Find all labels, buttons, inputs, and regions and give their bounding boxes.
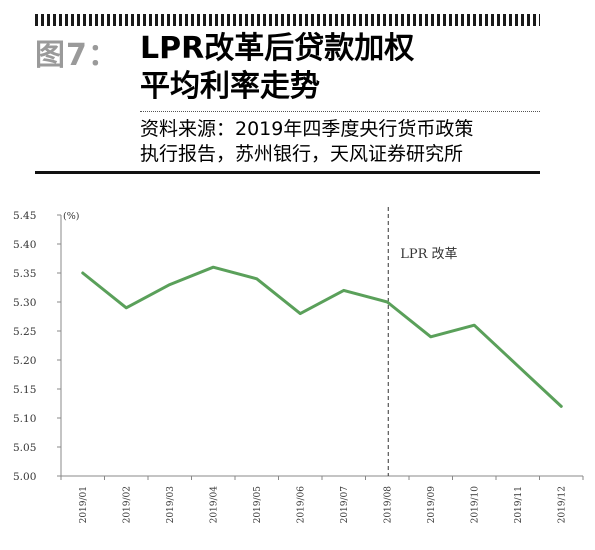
- lpr-reform-annotation: LPR 改革: [400, 247, 457, 262]
- header-bottom-rule: [35, 171, 540, 174]
- y-unit-label: (%): [63, 211, 79, 222]
- chart-title-line-2: 平均利率走势: [140, 69, 320, 104]
- y-tick-label: 5.35: [13, 268, 36, 280]
- y-tick-label: 5.30: [13, 297, 36, 309]
- x-tick-label: 2019/08: [383, 486, 393, 524]
- data-point: [342, 289, 345, 292]
- y-tick-label: 5.00: [13, 471, 36, 483]
- data-point: [212, 266, 215, 269]
- x-tick-label: 2019/07: [340, 486, 350, 524]
- y-axis: 5.45 5.40 5.35 5.30 5.25 5.20 5.15 5.10 5.05 5.00…: [13, 210, 79, 483]
- data-point: [168, 283, 171, 286]
- x-tick-label: 2019/03: [166, 486, 176, 524]
- source-line-1: 资料来源：2019年四季度央行货币政策: [140, 118, 474, 140]
- figure-label: 图7：: [35, 38, 119, 73]
- data-point: [386, 300, 389, 304]
- x-tick-label: 2019/01: [79, 486, 89, 523]
- chart-title-line-1: LPR改革后贷款加权: [140, 31, 415, 66]
- series-line: [81, 265, 563, 408]
- chart-title: LPR改革后贷款加权 平均利率走势: [140, 30, 414, 106]
- series-layer: [81, 265, 563, 408]
- x-tick-label: 2019/11: [514, 486, 524, 523]
- x-tick-label: 2019/02: [122, 486, 132, 523]
- y-tick-label: 5.45: [13, 210, 36, 222]
- annotation-layer: LPR 改革: [387, 207, 458, 476]
- data-point: [560, 405, 563, 408]
- data-point: [429, 335, 432, 338]
- y-tick-label: 5.10: [13, 413, 36, 425]
- header-stripe-bar: [35, 14, 540, 26]
- y-tick-label: 5.25: [13, 326, 36, 338]
- source-note: 资料来源：2019年四季度央行货币政策 执行报告，苏州银行，天风证券研究所: [140, 117, 473, 167]
- data-point: [299, 312, 302, 315]
- data-point: [255, 277, 258, 280]
- y-tick-label: 5.15: [13, 384, 36, 396]
- x-tick-label: 2019/04: [209, 486, 219, 524]
- data-point: [516, 364, 519, 367]
- y-tick-label: 5.05: [13, 442, 36, 454]
- x-tick-label: 2019/10: [470, 486, 480, 524]
- y-tick-label: 5.20: [13, 355, 36, 367]
- title-divider: [140, 111, 540, 112]
- x-tick-label: 2019/06: [296, 486, 306, 524]
- data-point: [125, 306, 128, 309]
- data-point: [81, 271, 84, 275]
- x-tick-label: 2019/09: [427, 486, 437, 524]
- x-tick-label: 2019/05: [253, 486, 263, 524]
- line-chart: 5.45 5.40 5.35 5.30 5.25 5.20 5.15 5.10 5.05 5.00…: [13, 207, 584, 524]
- y-tick-label: 5.40: [13, 239, 36, 251]
- x-axis: 2019/01 2019/02 2019/03 2019/04 2019/05 2019/…: [60, 475, 584, 524]
- x-tick-label: 2019/12: [557, 486, 567, 523]
- source-line-2: 执行报告，苏州银行，天风证券研究所: [140, 143, 464, 165]
- data-point: [473, 324, 476, 327]
